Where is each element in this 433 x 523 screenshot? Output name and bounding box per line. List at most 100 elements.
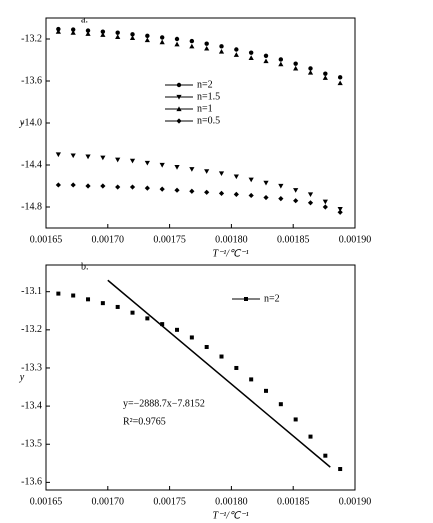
y-tick-label: -13.4: [21, 400, 42, 411]
point: [129, 35, 136, 41]
y-tick-label: -14.4: [21, 159, 42, 170]
x-tick-label: 0.00190: [339, 496, 372, 507]
point: [85, 154, 91, 160]
point: [174, 36, 180, 42]
point: [263, 180, 269, 186]
point: [56, 26, 61, 32]
point: [70, 182, 76, 188]
y-tick-label: -13.5: [21, 439, 42, 450]
point: [189, 335, 194, 340]
point: [219, 44, 224, 49]
point: [307, 70, 314, 75]
point: [293, 198, 299, 204]
legend-label: n=2: [197, 79, 213, 90]
point: [174, 165, 180, 170]
x-axis-label: T⁻¹/℃⁻¹: [212, 510, 248, 521]
point: [204, 189, 210, 195]
point: [248, 192, 254, 199]
point: [337, 75, 343, 80]
point: [159, 35, 165, 40]
x-tick-label: 0.00185: [277, 234, 310, 245]
point: [337, 209, 343, 215]
y-axis-label: y: [19, 372, 25, 383]
point: [278, 57, 284, 62]
point: [175, 327, 180, 332]
point: [70, 30, 76, 35]
point: [204, 41, 209, 46]
x-tick-label: 0.00185: [277, 496, 310, 507]
point: [248, 50, 254, 55]
point: [159, 39, 165, 45]
point: [55, 29, 61, 34]
point: [322, 204, 328, 210]
point: [115, 304, 120, 309]
point: [323, 71, 328, 76]
point: [85, 183, 91, 189]
point: [244, 297, 248, 301]
x-tick-label: 0.00165: [30, 234, 63, 245]
point: [145, 316, 150, 321]
annotation: R²=0.9765: [123, 416, 166, 427]
point: [218, 171, 225, 176]
legend-label: n=1: [197, 103, 213, 114]
point: [308, 66, 313, 71]
point: [263, 58, 269, 64]
point: [70, 153, 76, 159]
x-tick-label: 0.00175: [153, 234, 186, 245]
panel-label: b.: [81, 261, 89, 272]
x-tick-label: 0.00165: [30, 496, 63, 507]
x-tick-label: 0.00180: [215, 234, 248, 245]
panel-label: a.: [81, 14, 88, 25]
point: [129, 184, 136, 190]
point: [56, 291, 61, 296]
x-tick-label: 0.00180: [215, 496, 248, 507]
point: [278, 61, 284, 67]
point: [293, 417, 298, 422]
point: [174, 187, 180, 193]
point: [218, 190, 225, 196]
plot-frame: [45, 264, 356, 491]
fit-line: [107, 279, 331, 468]
legend-label: n=0.5: [197, 115, 220, 126]
point: [174, 41, 180, 47]
point: [263, 194, 269, 201]
point: [263, 53, 269, 58]
point: [176, 106, 182, 112]
point: [204, 45, 210, 51]
point: [100, 301, 105, 306]
y-tick-label: -13.6: [21, 477, 42, 488]
point: [204, 169, 210, 174]
legend-label: n=2: [264, 293, 280, 304]
point: [278, 183, 284, 189]
y-tick-label: -13.2: [21, 324, 42, 335]
point: [115, 34, 121, 39]
annotation: y=−2888.7x−7.8152: [123, 398, 205, 409]
point: [71, 293, 76, 298]
point: [234, 47, 239, 52]
y-tick-label: -13.2: [21, 33, 42, 44]
point: [100, 32, 106, 37]
point: [233, 174, 239, 180]
point: [293, 188, 299, 193]
point: [145, 33, 150, 39]
point: [278, 402, 283, 407]
legend-label: n=1.5: [197, 91, 220, 102]
x-tick-label: 0.00170: [92, 234, 125, 245]
point: [323, 453, 328, 458]
point: [55, 152, 61, 158]
point: [176, 94, 182, 100]
point: [130, 32, 135, 37]
point: [293, 61, 298, 66]
point: [189, 188, 195, 194]
point: [144, 160, 150, 166]
point: [144, 37, 150, 43]
point: [233, 191, 239, 197]
point: [189, 43, 195, 49]
point: [86, 297, 91, 302]
point: [100, 29, 106, 34]
y-tick-label: -13.3: [21, 362, 42, 373]
point: [219, 354, 224, 359]
point: [337, 80, 343, 86]
point: [176, 82, 182, 88]
